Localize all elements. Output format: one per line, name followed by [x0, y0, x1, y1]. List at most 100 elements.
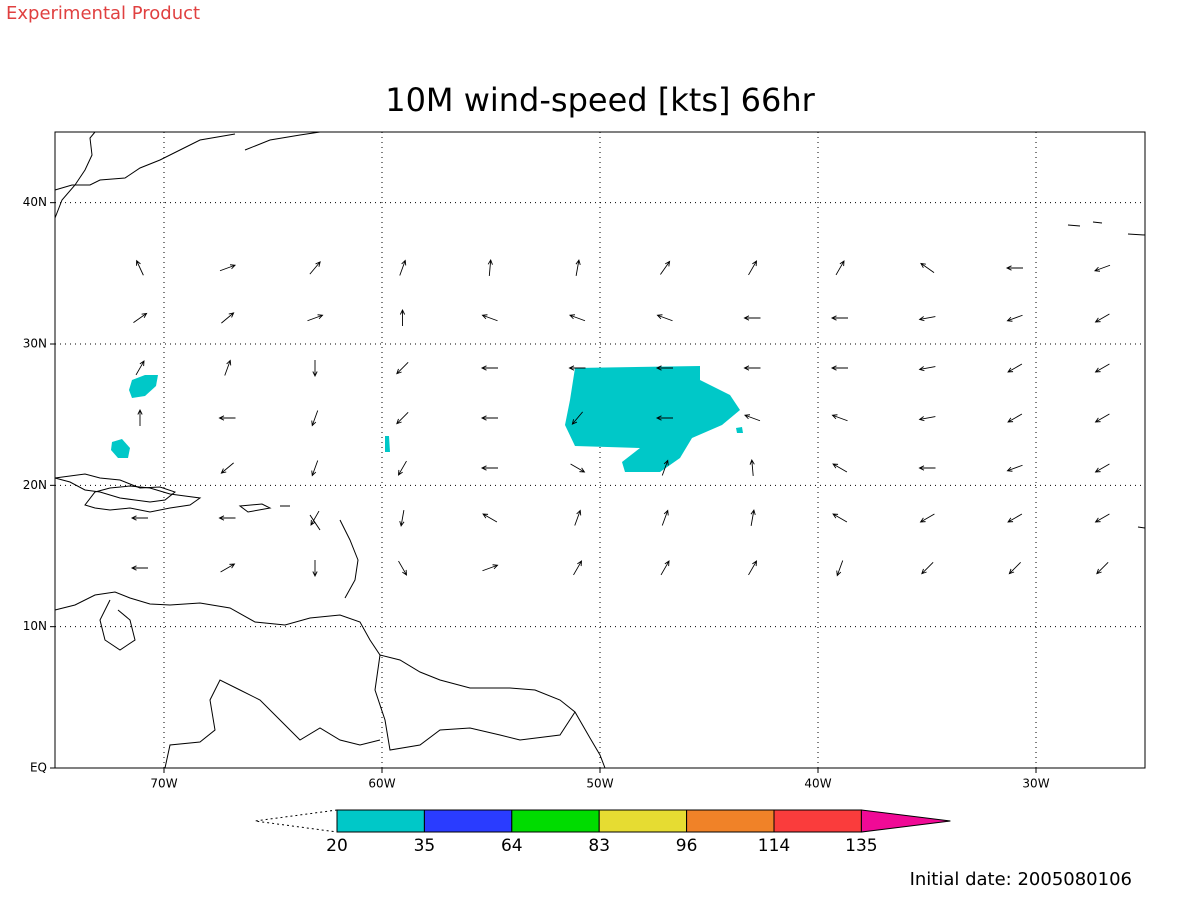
wind-arrow — [918, 316, 936, 322]
colorbar-label: 83 — [588, 836, 610, 856]
wind-arrow — [655, 365, 673, 371]
wind-area — [129, 375, 158, 398]
wind-arrow — [1006, 314, 1023, 322]
wind-arrow — [130, 565, 148, 571]
wind-arrow — [1094, 463, 1110, 473]
colorbar-label: 20 — [326, 836, 348, 856]
wind-arrow — [399, 308, 406, 326]
colorbar-over — [860, 809, 951, 833]
wind-arrow — [136, 259, 144, 276]
wind-arrow — [1005, 265, 1023, 271]
wind-arrow — [743, 315, 761, 321]
wind-arrow — [312, 560, 318, 578]
wind-arrow — [1007, 363, 1023, 373]
wind-arrow — [920, 262, 935, 273]
product-note: Experimental Product — [6, 3, 200, 24]
colorbar-label: 96 — [676, 836, 698, 856]
wind-arrow — [218, 415, 236, 421]
wind-arrow — [399, 510, 405, 527]
colorbar-box — [511, 809, 600, 833]
wind-arrow — [399, 259, 407, 276]
wind-area — [111, 439, 130, 458]
wind-arrow — [398, 560, 408, 576]
wind-arrow — [568, 365, 586, 371]
x-tick-label: 40W — [804, 777, 831, 791]
wind-fill — [111, 366, 743, 472]
y-tick-label: EQ — [30, 761, 47, 775]
wind-arrow — [1094, 264, 1111, 272]
wind-arrow — [919, 513, 935, 523]
wind-arrow — [750, 509, 756, 526]
colorbar-box — [598, 809, 688, 833]
colorbar-label: 135 — [845, 836, 877, 856]
wind-arrow — [481, 314, 498, 322]
wind-area — [736, 427, 743, 433]
wind-arrow — [480, 415, 498, 421]
wind-arrow — [1094, 513, 1110, 523]
wind-arrow — [220, 563, 236, 573]
wind-arrow — [661, 509, 669, 526]
wind-arrow — [482, 513, 498, 523]
wind-arrow — [573, 560, 583, 576]
y-tick-label: 40N — [23, 195, 47, 209]
map: 70W 60W 50W 40W 30W EQ 10N 20N 30N 40N — [23, 131, 1146, 791]
wind-arrow — [830, 315, 848, 321]
wind-arrow — [480, 365, 498, 371]
wind-arrow — [748, 260, 758, 276]
wind-arrow — [1007, 513, 1023, 523]
wind-arrow — [1094, 313, 1110, 323]
x-tick-label: 50W — [586, 777, 613, 791]
wind-arrow — [137, 408, 143, 426]
initial-date: Initial date: 2005080106 — [910, 869, 1132, 890]
coastlines — [54, 131, 1146, 769]
colorbar-box — [423, 809, 513, 833]
wind-arrow — [836, 560, 844, 577]
grid — [55, 132, 1145, 769]
wind-arrow — [1008, 562, 1021, 575]
colorbar-box — [686, 809, 775, 833]
wind-arrow — [397, 460, 407, 476]
colorbar-label: 114 — [758, 836, 790, 856]
wind-arrow — [135, 360, 145, 376]
wind-arrow — [480, 465, 498, 471]
wind-arrow — [311, 410, 319, 427]
wind-arrow — [575, 259, 581, 276]
coastline — [54, 131, 321, 219]
map-title: 10M wind-speed [kts] 66hr — [385, 81, 815, 119]
colorbar-under — [254, 809, 338, 833]
wind-arrow — [221, 312, 235, 324]
colorbar-label: 64 — [501, 836, 523, 856]
y-tick-label: 20N — [23, 478, 47, 492]
wind-arrow — [918, 465, 936, 471]
wind-arrow — [218, 515, 236, 521]
wind-arrow — [219, 264, 236, 272]
wind-arrow — [655, 415, 673, 421]
wind-arrow — [660, 560, 670, 576]
wind-arrow — [661, 459, 669, 476]
coastline — [54, 473, 177, 503]
wind-arrow — [831, 414, 848, 422]
wind-area — [385, 436, 390, 452]
x-tick-label: 70W — [150, 777, 177, 791]
wind-arrow — [832, 513, 848, 523]
colorbar-label: 35 — [414, 836, 436, 856]
colorbar: 20 35 64 83 96 114 135 — [254, 809, 951, 856]
colorbar-box — [773, 809, 862, 833]
wind-arrow — [224, 359, 232, 376]
wind-arrow — [744, 414, 761, 422]
wind-arrow — [220, 462, 234, 474]
wind-arrow — [832, 463, 848, 473]
wind-arrow — [570, 463, 586, 473]
wind-arrow — [1094, 413, 1110, 423]
wind-arrow — [396, 362, 409, 375]
x-tick-label: 60W — [368, 777, 395, 791]
wind-arrow — [918, 366, 936, 372]
coastline — [54, 591, 606, 769]
x-tick-label: 30W — [1022, 777, 1049, 791]
wind-arrow — [311, 460, 319, 477]
wind-arrow — [1094, 363, 1110, 373]
wind-arrow — [1006, 464, 1023, 472]
wind-arrow — [487, 258, 493, 277]
wind-arrow — [396, 412, 409, 425]
